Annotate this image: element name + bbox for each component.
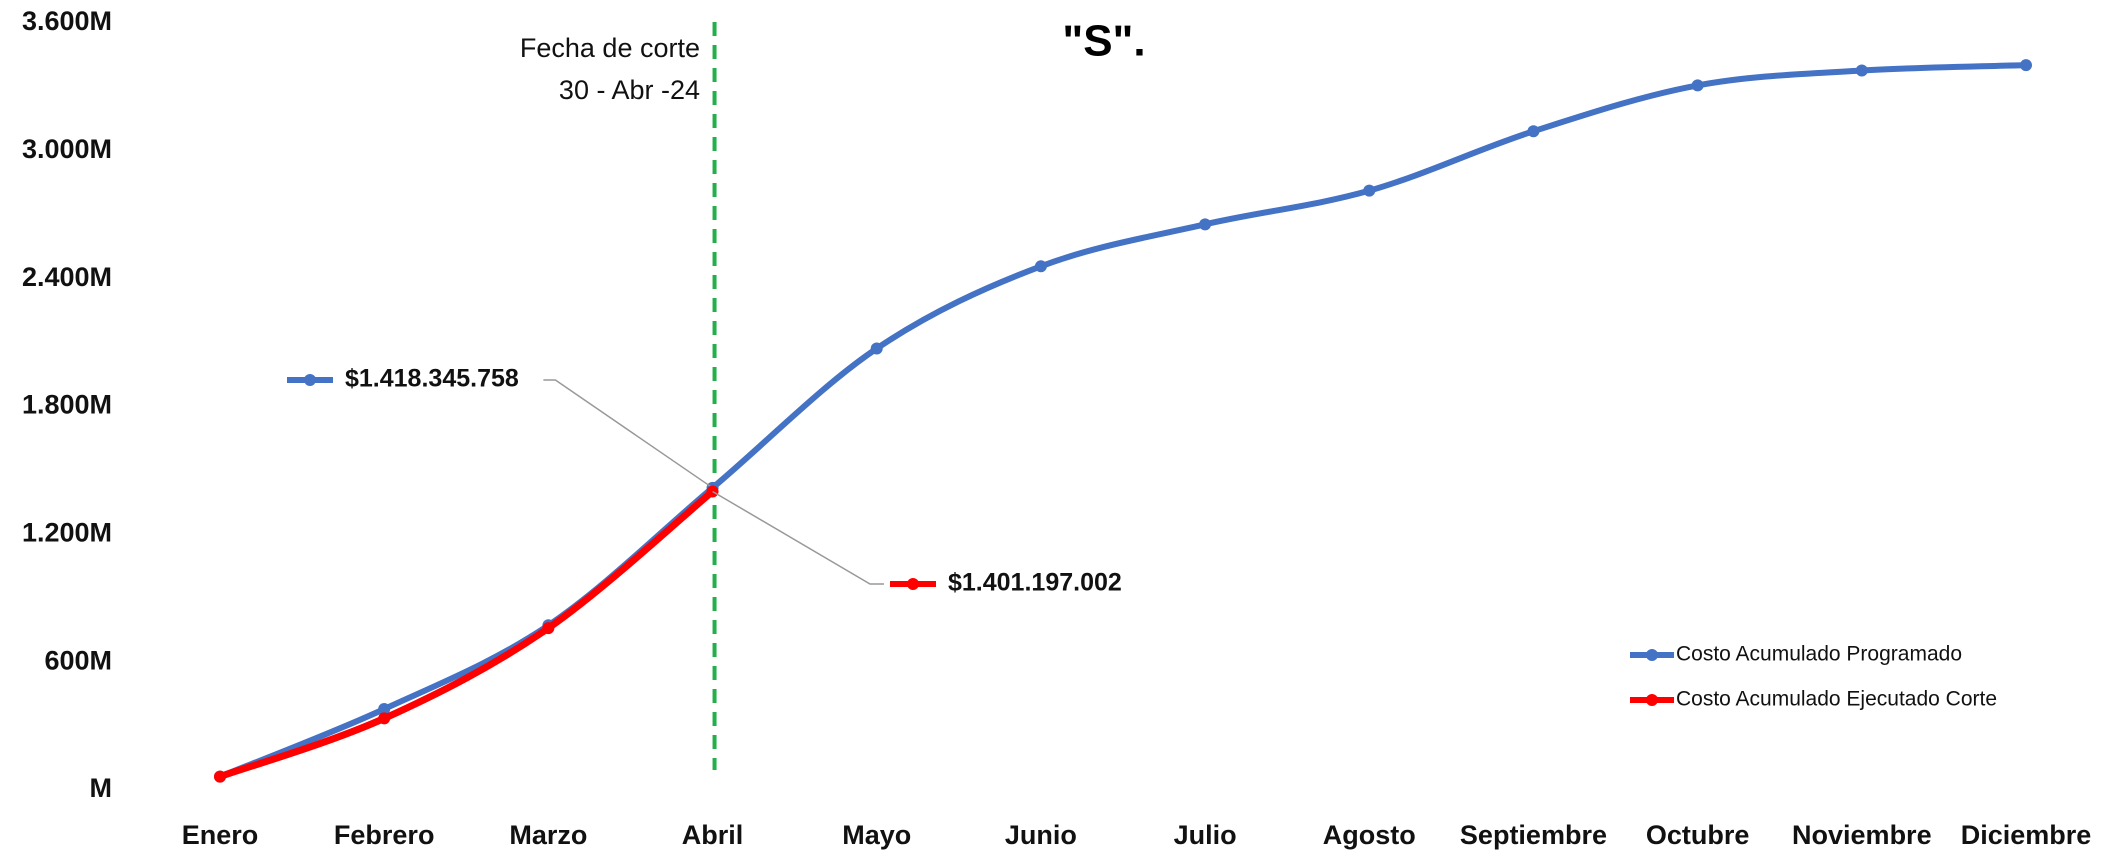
leader-line: [712, 490, 884, 585]
series-marker: [1855, 64, 1868, 77]
x-tick-label: Septiembre: [1460, 820, 1607, 850]
series-marker: [1199, 218, 1212, 231]
annotation-title: Fecha de corte: [520, 33, 700, 63]
y-tick-label: 3.000M: [22, 134, 112, 164]
legend-label: Costo Acumulado Ejecutado Corte: [1676, 688, 1997, 711]
y-tick-label: 2.400M: [22, 262, 112, 292]
y-tick-label: 3.600M: [22, 6, 112, 36]
x-tick-label: Noviembre: [1792, 820, 1932, 850]
series-marker: [378, 712, 391, 725]
label-key-dot: [907, 578, 919, 590]
x-tick-label: Enero: [182, 820, 259, 850]
y-tick-label: 600M: [44, 645, 112, 675]
x-tick-label: Junio: [1005, 820, 1077, 850]
series-marker: [1363, 184, 1376, 197]
series-marker: [870, 342, 883, 355]
series-line: [217, 62, 2029, 780]
x-tick-label: Julio: [1174, 820, 1237, 850]
legend-label: Costo Acumulado Programado: [1676, 643, 1962, 666]
series-marker: [1527, 125, 1540, 138]
x-tick-label: Abril: [682, 820, 744, 850]
y-tick-label: 1.800M: [22, 390, 112, 420]
series-marker: [214, 770, 226, 783]
y-tick-label: M: [90, 773, 113, 803]
x-tick-label: Febrero: [334, 820, 435, 850]
legend-key-dot: [1646, 649, 1658, 661]
x-tick-label: Mayo: [842, 820, 911, 850]
series-marker: [1034, 260, 1047, 273]
legend-key-dot: [1646, 694, 1658, 706]
series-line: [216, 487, 717, 781]
x-tick-label: Marzo: [509, 820, 587, 850]
data-label: $1.418.345.758: [345, 365, 519, 393]
series-marker: [378, 703, 391, 716]
chart-title: "S".: [1062, 17, 1145, 66]
x-tick-label: Diciembre: [1961, 820, 2092, 850]
y-tick-label: 1.200M: [22, 517, 112, 547]
series-marker: [1691, 79, 1704, 92]
label-key-dot: [304, 374, 316, 386]
data-label: $1.401.197.002: [948, 569, 1122, 597]
leader-line: [543, 379, 713, 489]
series-marker: [542, 622, 555, 635]
x-tick-label: Octubre: [1646, 820, 1750, 850]
annotation-date: 30 - Abr -24: [559, 75, 700, 105]
series-marker: [2020, 59, 2032, 72]
x-tick-label: Agosto: [1323, 820, 1416, 850]
